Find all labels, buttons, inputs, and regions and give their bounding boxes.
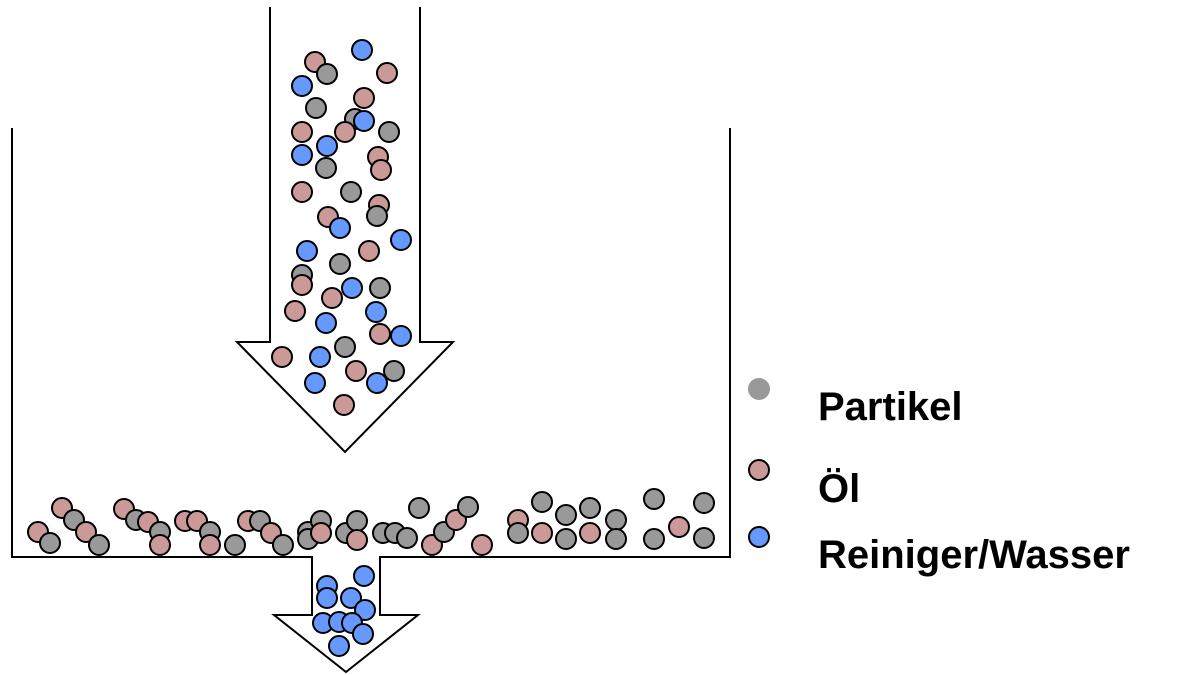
oel-particle bbox=[149, 534, 171, 556]
oel-particle bbox=[579, 522, 601, 544]
partikel-particle bbox=[643, 488, 665, 510]
legend-item-wasser: Reiniger/Wasser bbox=[748, 517, 1130, 575]
partikel-particle bbox=[605, 509, 627, 531]
wasser-particle bbox=[328, 635, 350, 657]
partikel-particle bbox=[366, 205, 388, 227]
partikel-particle bbox=[272, 534, 294, 556]
legend-label-oel: Öl bbox=[818, 467, 861, 511]
partikel-particle bbox=[88, 534, 110, 556]
wasser-particle bbox=[365, 301, 387, 323]
oel-particle bbox=[271, 346, 293, 368]
wasser-particle bbox=[296, 240, 318, 262]
oel-particle bbox=[369, 323, 391, 345]
wasser-particle bbox=[309, 346, 331, 368]
partikel-particle bbox=[531, 491, 553, 513]
oel-particle bbox=[321, 287, 343, 309]
partikel-particle bbox=[605, 528, 627, 550]
wasser-particle bbox=[341, 277, 363, 299]
wasser-particle bbox=[390, 325, 412, 347]
partikel-particle bbox=[305, 97, 327, 119]
oel-particle bbox=[668, 516, 690, 538]
wasser-particle bbox=[390, 229, 412, 251]
partikel-particle bbox=[346, 510, 368, 532]
wasser-particle bbox=[352, 623, 374, 645]
oel-particle bbox=[291, 121, 313, 143]
partikel-particle bbox=[693, 527, 715, 549]
wasser-particle bbox=[353, 110, 375, 132]
legend-label-partikel: Partikel bbox=[818, 385, 963, 429]
partikel-particle bbox=[555, 528, 577, 550]
wasser-particle bbox=[351, 39, 373, 61]
wasser-particle bbox=[329, 217, 351, 239]
partikel-particle bbox=[378, 121, 400, 143]
oel-particle bbox=[346, 529, 368, 551]
wasser-particle bbox=[316, 587, 338, 609]
partikel-particle bbox=[383, 360, 405, 382]
oel-particle bbox=[531, 522, 553, 544]
blue-circle-icon bbox=[748, 526, 770, 548]
wasser-particle bbox=[353, 565, 375, 587]
oel-particle bbox=[284, 300, 306, 322]
partikel-particle bbox=[693, 492, 715, 514]
oel-particle bbox=[333, 394, 355, 416]
partikel-particle bbox=[329, 253, 351, 275]
legend-label-wasser: Reiniger/Wasser bbox=[818, 533, 1130, 577]
legend-item-partikel: Partikel bbox=[748, 369, 963, 427]
partikel-particle bbox=[39, 532, 61, 554]
oel-particle bbox=[471, 534, 493, 556]
partikel-particle bbox=[457, 496, 479, 518]
oel-particle bbox=[291, 274, 313, 296]
partikel-particle bbox=[369, 277, 391, 299]
pink-circle-icon bbox=[748, 459, 770, 481]
oel-particle bbox=[334, 121, 356, 143]
oel-particle bbox=[75, 521, 97, 543]
wasser-particle bbox=[291, 144, 313, 166]
oel-particle bbox=[345, 360, 367, 382]
partikel-particle bbox=[315, 157, 337, 179]
partikel-particle bbox=[396, 527, 418, 549]
wasser-particle bbox=[304, 372, 326, 394]
oel-particle bbox=[376, 62, 398, 84]
oel-particle bbox=[358, 240, 380, 262]
oel-particle bbox=[310, 522, 332, 544]
partikel-particle bbox=[316, 63, 338, 85]
partikel-particle bbox=[224, 534, 246, 556]
oel-particle bbox=[199, 534, 221, 556]
partikel-particle bbox=[340, 181, 362, 203]
wasser-particle bbox=[366, 372, 388, 394]
partikel-particle bbox=[334, 336, 356, 358]
oel-particle bbox=[291, 181, 313, 203]
partikel-particle bbox=[555, 504, 577, 526]
partikel-particle bbox=[507, 522, 529, 544]
wasser-particle bbox=[315, 312, 337, 334]
wasser-particle bbox=[316, 135, 338, 157]
gray-circle-icon bbox=[748, 378, 770, 400]
particles-group bbox=[27, 39, 715, 657]
oel-particle bbox=[370, 159, 392, 181]
wasser-particle bbox=[354, 599, 376, 621]
partikel-particle bbox=[579, 497, 601, 519]
legend-item-oel: Öl bbox=[748, 450, 860, 509]
partikel-particle bbox=[408, 497, 430, 519]
partikel-particle bbox=[643, 528, 665, 550]
wasser-particle bbox=[291, 75, 313, 97]
oel-particle bbox=[353, 87, 375, 109]
wasser-particle bbox=[340, 587, 362, 609]
